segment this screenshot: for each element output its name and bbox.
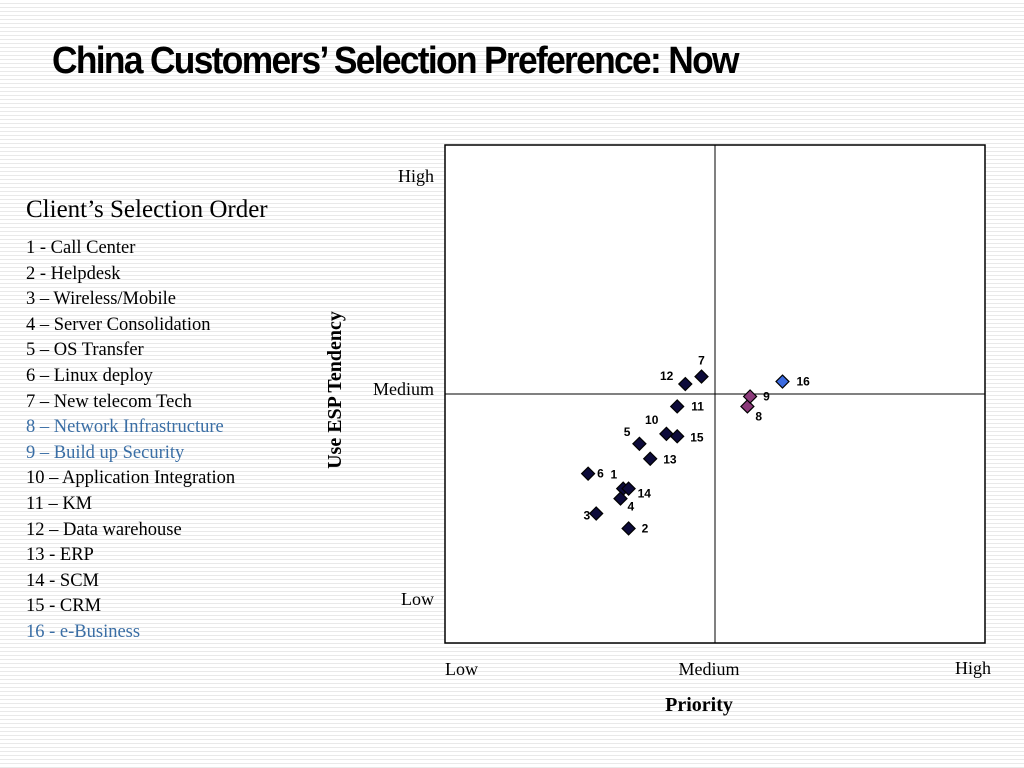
data-point-marker <box>632 436 647 452</box>
data-point-marker <box>694 369 709 384</box>
legend-heading: Client’s Selection Order <box>26 196 268 223</box>
x-tick-label: High <box>955 658 991 678</box>
y-tick-label: Low <box>401 589 434 609</box>
legend-panel: Client’s Selection Order 1 - Call Center… <box>26 196 326 646</box>
legend-item: 13 - ERP <box>26 545 94 566</box>
data-point-marker <box>659 426 674 442</box>
data-point-label: 5 <box>624 425 631 439</box>
x-tick-label: Low <box>445 659 478 679</box>
legend-item: 1 - Call Center <box>26 238 136 258</box>
data-point-label: 2 <box>642 521 649 535</box>
legend-item: 10 – Application Integration <box>26 468 236 489</box>
data-point-marker <box>669 399 685 414</box>
x-axis-tick-labels: Low Medium High <box>445 658 991 679</box>
legend-item: 12 – Data warehouse <box>26 519 182 540</box>
data-point-label: 16 <box>797 375 811 389</box>
legend-item: 9 – Build up Security <box>26 442 185 463</box>
data-point-label: 6 <box>597 467 604 481</box>
data-point-marker <box>677 376 693 392</box>
data-point-label: 7 <box>698 354 705 368</box>
data-point-label: 4 <box>628 500 635 514</box>
data-point-marker <box>613 491 628 506</box>
legend-item: 4 – Server Consolidation <box>26 314 211 335</box>
data-point-label: 3 <box>584 509 591 523</box>
legend-item: 14 - SCM <box>26 570 99 591</box>
legend-item: 16 - e-Business <box>26 621 141 642</box>
y-tick-label: Medium <box>373 379 434 399</box>
legend-item: 11 – KM <box>26 493 93 514</box>
legend-item: 2 - Helpdesk <box>26 263 121 284</box>
data-point-marker <box>621 521 636 536</box>
data-point-marker <box>775 374 790 389</box>
legend-item: 8 – Network Infrastructure <box>26 417 224 438</box>
data-point-label: 14 <box>638 487 652 501</box>
data-point-marker <box>621 481 636 496</box>
data-point-label: 15 <box>690 430 704 444</box>
y-tick-label: High <box>398 166 434 186</box>
x-tick-label: Medium <box>679 659 740 679</box>
data-point-marker <box>580 466 596 482</box>
legend-item: 5 – OS Transfer <box>26 340 144 361</box>
data-point-label: 8 <box>755 409 762 423</box>
y-axis-tick-labels: High Medium Low <box>373 166 434 609</box>
data-point-label: 10 <box>645 413 659 427</box>
data-point-marker <box>669 428 685 444</box>
data-point-label: 11 <box>691 399 704 413</box>
legend-item: 7 – New telecom Tech <box>26 391 192 412</box>
y-axis-title: Use ESP Tendency <box>324 311 346 469</box>
data-point-label: 9 <box>763 389 770 403</box>
slide-title: China Customers’ Selection Preference: N… <box>52 40 739 82</box>
legend-item: 3 – Wireless/Mobile <box>26 289 176 310</box>
legend-item: 6 – Linux deploy <box>26 365 153 386</box>
data-point-marker <box>742 389 758 404</box>
legend-list: 1 - Call Center 2 - Helpdesk 3 – Wireless/… <box>26 236 326 646</box>
data-point-label: 13 <box>663 453 677 467</box>
legend-item: 15 - CRM <box>26 596 102 617</box>
data-point-label: 12 <box>660 369 674 383</box>
data-point-label: 1 <box>611 468 618 482</box>
data-point-marker <box>642 451 658 467</box>
data-point-marker <box>588 506 604 521</box>
x-axis-title: Priority <box>665 694 733 716</box>
